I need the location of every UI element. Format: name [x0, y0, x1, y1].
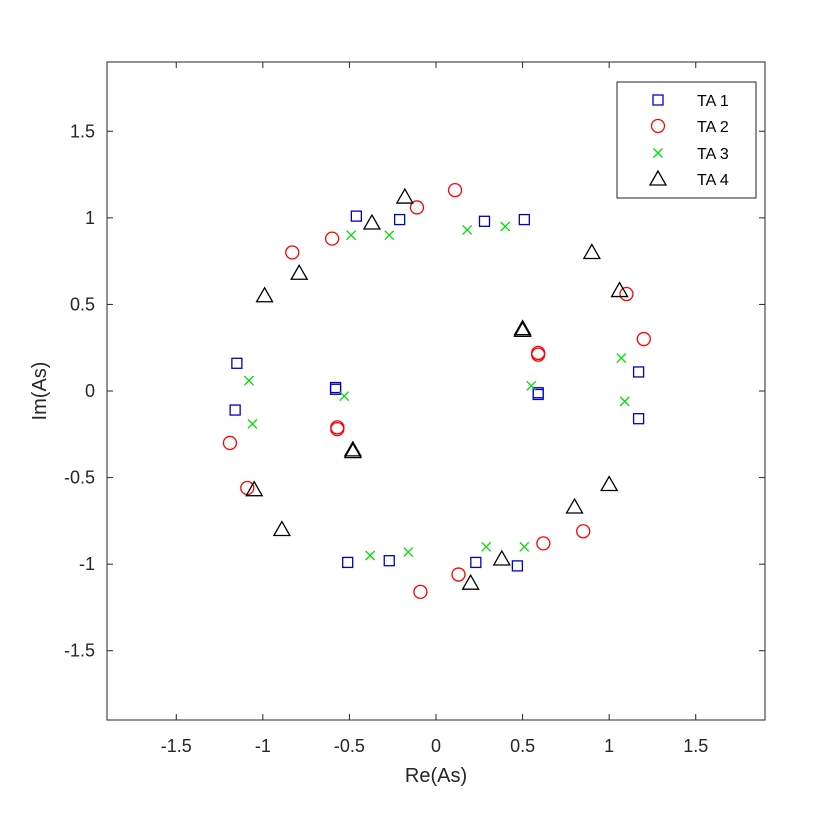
axis-ticks: [107, 62, 765, 720]
data-point-ta2: [447, 182, 463, 198]
data-point-ta1: [632, 413, 645, 425]
data-point-ta1: [383, 555, 395, 567]
data-point-ta1: [511, 560, 524, 572]
data-point-ta1: [231, 357, 243, 369]
y-tick-label: 0: [85, 381, 95, 401]
data-point-ta1: [518, 213, 530, 226]
legend-marker-ta1: [652, 94, 664, 106]
legend: TA 1 TA 2 TA 3 TA 4: [616, 81, 757, 199]
data-point-ta1: [478, 215, 491, 227]
data-point-ta4: [362, 213, 382, 230]
y-tick-label: -1.5: [64, 641, 95, 661]
data-point-ta1: [532, 388, 544, 401]
data-point-ta1: [229, 404, 241, 416]
data-point-ta1: [632, 366, 645, 378]
x-tick-label: 1.5: [683, 736, 708, 756]
data-point-ta2: [451, 567, 466, 582]
data-point-ta1: [342, 556, 354, 569]
y-tick-label: 1: [85, 208, 95, 228]
data-point-ta4: [513, 319, 532, 336]
data-point-ta1: [329, 383, 342, 395]
data-point-ta1: [470, 556, 482, 569]
x-tick-label: -1.5: [161, 736, 192, 756]
data-point-ta4: [343, 442, 363, 459]
legend-box: [616, 81, 757, 199]
x-tick-label: 0.5: [510, 736, 535, 756]
legend-label-ta2: TA 2: [697, 119, 729, 136]
y-tick-label: 0.5: [70, 294, 95, 314]
data-point-ta2: [324, 231, 340, 246]
data-point-ta3: [616, 353, 627, 364]
data-point-ta2: [222, 435, 238, 451]
data-point-ta2: [619, 286, 634, 302]
x-tick-label: -0.5: [334, 736, 365, 756]
y-tick-labels: -1.5 -1 -0.5 0 0.5 1 1.5: [64, 121, 95, 660]
data-point-ta1: [350, 210, 362, 222]
data-point-ta4: [600, 475, 619, 492]
data-point-ta3: [403, 547, 414, 557]
data-point-ta4: [343, 440, 363, 457]
data-point-ta4: [565, 497, 584, 514]
data-point-ta3: [619, 396, 630, 407]
data-point-ta4: [582, 243, 601, 260]
x-tick-label: 0: [431, 736, 441, 756]
data-point-ta2: [285, 245, 300, 260]
y-tick-label: 1.5: [70, 121, 95, 141]
data-point-ta1: [393, 213, 406, 226]
data-point-ta3: [346, 230, 357, 241]
data-point-ta3: [519, 541, 530, 552]
data-point-ta3: [526, 380, 537, 391]
data-point-ta2: [636, 331, 651, 347]
data-point-ta2: [409, 200, 425, 215]
data-point-ta4: [255, 286, 274, 303]
data-point-ta2: [330, 421, 345, 437]
legend-marker-ta4: [648, 169, 668, 186]
legend-markers: [648, 94, 668, 186]
data-point-ta4: [395, 187, 414, 204]
data-point-ta2: [536, 536, 551, 551]
data-point-ta3: [244, 375, 254, 386]
y-axis-title: Im(As): [29, 362, 51, 421]
data-point-ta2: [576, 524, 591, 539]
data-markers: [222, 182, 651, 600]
data-point-ta3: [339, 391, 350, 402]
legend-marker-ta3: [653, 148, 663, 158]
data-point-ta4: [272, 520, 292, 537]
data-point-ta4: [245, 480, 264, 497]
data-point-ta3: [365, 550, 376, 561]
x-tick-label: 1: [604, 736, 614, 756]
y-tick-label: -1: [79, 554, 95, 574]
data-point-ta2: [413, 584, 428, 600]
data-point-ta4: [461, 573, 480, 590]
data-point-ta4: [513, 321, 532, 338]
x-tick-label: -1: [255, 736, 271, 756]
data-point-ta4: [610, 281, 629, 298]
data-point-ta3: [384, 230, 395, 241]
data-point-ta2: [531, 347, 546, 362]
data-point-ta3: [481, 541, 492, 552]
data-point-ta4: [290, 263, 309, 280]
legend-label-ta1: TA 1: [697, 93, 729, 110]
legend-marker-ta2: [650, 118, 666, 134]
y-tick-label: -0.5: [64, 468, 95, 488]
legend-label-ta3: TA 3: [697, 146, 729, 163]
data-point-ta3: [462, 225, 473, 235]
x-tick-labels: -1.5 -1 -0.5 0 0.5 1 1.5: [161, 736, 709, 756]
legend-label-ta4: TA 4: [697, 172, 729, 189]
data-point-ta3: [500, 221, 511, 232]
data-point-ta4: [492, 549, 511, 566]
data-point-ta3: [247, 418, 258, 429]
x-axis-title: Re(As): [405, 765, 467, 787]
